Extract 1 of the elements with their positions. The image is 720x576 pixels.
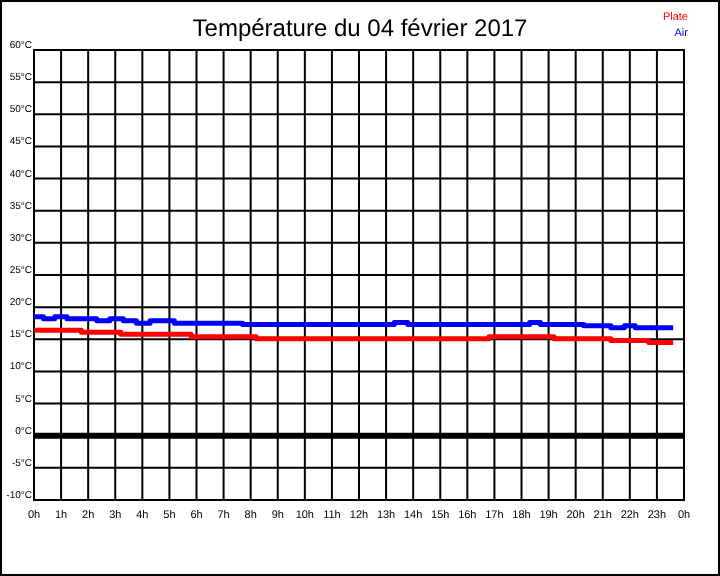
chart-title: Température du 04 février 2017 [192,14,529,42]
